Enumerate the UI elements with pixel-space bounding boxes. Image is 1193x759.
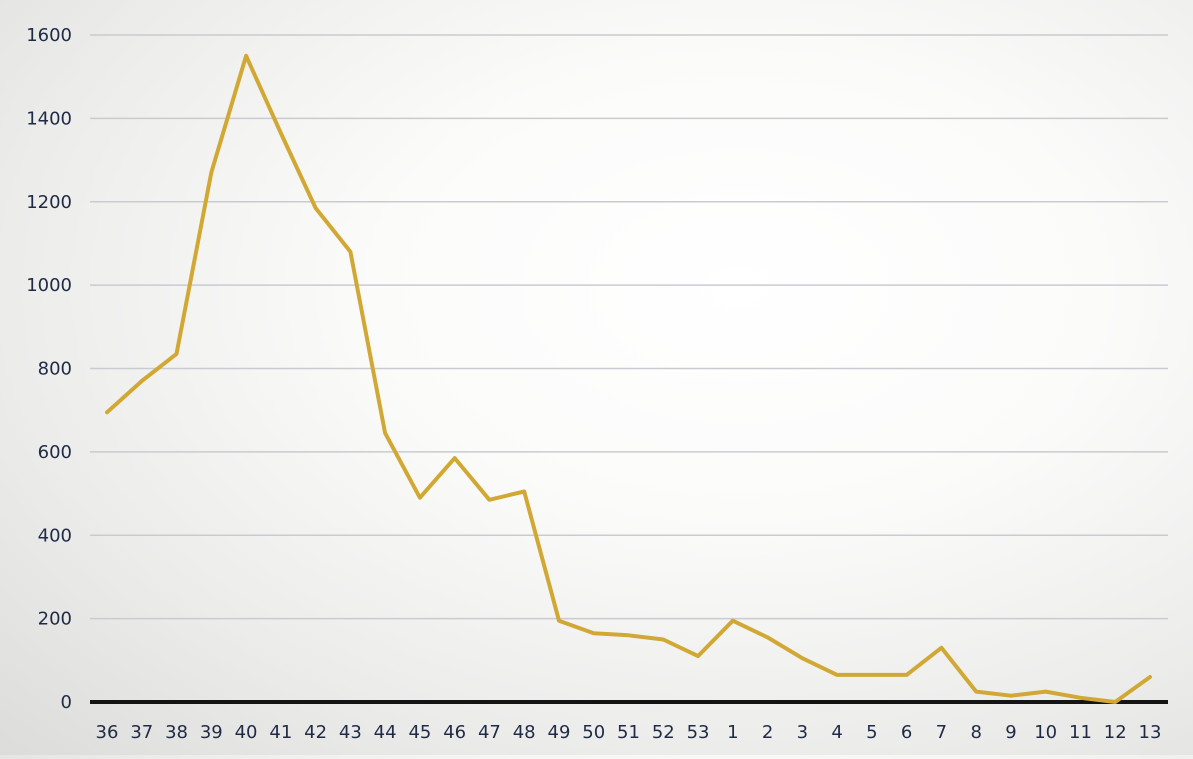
gridlines: [90, 34, 1168, 704]
y-tick-label: 1200: [26, 192, 72, 213]
series-layer: [105, 53, 1152, 704]
x-tick-label: 9: [1005, 722, 1016, 743]
x-tick-label: 41: [269, 722, 292, 743]
data-point: [383, 431, 387, 435]
data-point: [279, 131, 283, 135]
data-point: [522, 489, 526, 493]
y-tick-label: 1000: [26, 275, 72, 296]
data-point: [140, 379, 144, 383]
y-tick-label: 800: [38, 359, 72, 380]
x-tick-label: 38: [165, 722, 188, 743]
data-point: [1113, 700, 1117, 704]
data-point: [105, 410, 109, 414]
x-tick-label: 4: [831, 722, 842, 743]
y-tick-label: 1600: [26, 25, 72, 46]
data-point: [627, 633, 630, 637]
data-point: [696, 654, 700, 658]
data-point: [348, 250, 352, 254]
data-point: [939, 646, 943, 650]
x-tick-label: 3: [797, 722, 808, 743]
data-point: [1009, 694, 1013, 698]
data-point: [1044, 690, 1048, 694]
data-point: [418, 496, 422, 500]
x-tick-label: 40: [235, 722, 258, 743]
x-tick-label: 1: [727, 722, 738, 743]
data-point: [1148, 675, 1152, 679]
data-point: [487, 498, 491, 502]
series-line: [105, 53, 1152, 704]
data-point: [453, 456, 457, 460]
data-point: [175, 352, 179, 356]
y-tick-label: 0: [61, 692, 72, 713]
x-tick-label: 53: [687, 722, 710, 743]
x-tick-label: 13: [1139, 722, 1162, 743]
x-tick-label: 49: [548, 722, 571, 743]
data-point: [800, 656, 804, 660]
x-tick-label: 2: [762, 722, 773, 743]
data-point: [592, 631, 596, 635]
y-axis-ticks: 0 200 400 600 800 1000 1200 1400 1600: [26, 25, 72, 713]
data-point: [557, 619, 561, 623]
x-tick-label: 5: [866, 722, 877, 743]
data-point: [974, 690, 978, 694]
x-tick-label: 8: [970, 722, 981, 743]
x-tick-label: 48: [513, 722, 536, 743]
data-point: [835, 673, 839, 677]
x-tick-label: 12: [1104, 722, 1127, 743]
data-point: [244, 54, 248, 58]
x-axis-ticks: 36 37 38 39 40 41 42 43 44 45 46 47 48 49 50 51 52 53 1 2 3 4…: [96, 722, 1162, 743]
x-tick-label: 50: [582, 722, 605, 743]
data-point: [731, 619, 735, 623]
x-tick-label: 44: [374, 722, 397, 743]
y-tick-label: 400: [38, 525, 72, 546]
data-point: [870, 673, 874, 677]
data-point: [905, 673, 909, 677]
x-tick-label: 43: [339, 722, 362, 743]
data-point: [1078, 696, 1082, 700]
x-tick-label: 46: [443, 722, 466, 743]
x-tick-label: 51: [617, 722, 640, 743]
y-tick-label: 600: [38, 442, 72, 463]
x-tick-label: 6: [901, 722, 912, 743]
data-point: [766, 635, 770, 639]
y-tick-label: 1400: [26, 108, 72, 129]
x-tick-label: 47: [478, 722, 501, 743]
y-tick-label: 200: [38, 609, 72, 630]
data-point: [661, 637, 665, 641]
data-point: [314, 206, 318, 210]
x-tick-label: 39: [200, 722, 223, 743]
x-tick-label: 52: [652, 722, 675, 743]
x-tick-label: 37: [130, 722, 153, 743]
x-tick-label: 7: [936, 722, 947, 743]
x-tick-label: 42: [304, 722, 327, 743]
x-tick-label: 10: [1034, 722, 1057, 743]
x-tick-label: 36: [96, 722, 119, 743]
data-point: [209, 171, 213, 175]
x-tick-label: 45: [408, 722, 431, 743]
x-tick-label: 11: [1069, 722, 1092, 743]
